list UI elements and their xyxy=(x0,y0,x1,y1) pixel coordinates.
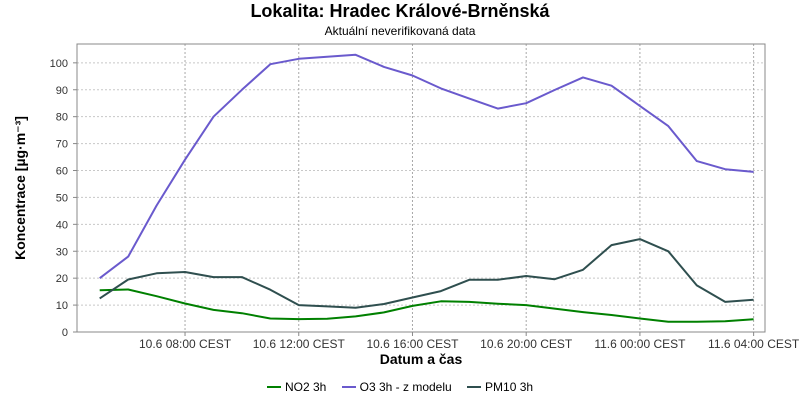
legend-item-no2: NO2 3h xyxy=(266,380,327,394)
y-tick-label: 90 xyxy=(56,85,68,97)
y-tick-label: 10 xyxy=(56,300,68,312)
legend-swatch-pm10 xyxy=(467,385,482,388)
x-axis-label: Datum a čas xyxy=(380,351,463,367)
legend-label-pm10: PM10 3h xyxy=(485,380,534,394)
y-tick-label: 20 xyxy=(56,273,68,285)
chart-title: Lokalita: Hradec Králové-Brněnská xyxy=(250,1,550,21)
series-lines xyxy=(99,53,754,323)
series-line-pm10 xyxy=(99,238,754,309)
y-axis-label: Koncentrace [µg·m⁻³] xyxy=(12,116,28,260)
y-tick-label: 70 xyxy=(56,139,68,151)
legend-swatch-no2 xyxy=(266,385,281,388)
x-tick-label: 10.6 12:00 CEST xyxy=(253,337,346,351)
chart-subtitle: Aktuální neverifikovaná data xyxy=(324,24,476,38)
x-tick-label: 10.6 20:00 CEST xyxy=(480,337,573,351)
y-tick-label: 30 xyxy=(56,246,68,258)
y-tick-label: 50 xyxy=(56,192,68,204)
legend: NO2 3h O3 3h - z modelu PM10 3h xyxy=(0,380,800,394)
series-line-o3 xyxy=(99,53,754,279)
x-tick-label: 11.6 00:00 CEST xyxy=(594,337,686,351)
legend-item-o3: O3 3h - z modelu xyxy=(341,380,452,394)
series-line-no2 xyxy=(99,288,754,323)
y-tick-label: 60 xyxy=(56,166,68,178)
x-tick-label: 11.6 04:00 CEST xyxy=(708,337,800,351)
x-tick-label: 10.6 08:00 CEST xyxy=(139,337,232,351)
legend-item-pm10: PM10 3h xyxy=(467,380,533,394)
y-tick-label: 100 xyxy=(50,58,68,70)
y-tick-label: 40 xyxy=(56,219,68,231)
x-tick-label: 10.6 16:00 CEST xyxy=(366,337,459,351)
x-axis-ticks: 10.6 08:00 CEST 10.6 12:00 CEST 10.6 16:00… xyxy=(139,332,800,351)
legend-swatch-o3 xyxy=(341,385,356,388)
legend-label-no2: NO2 3h xyxy=(284,380,327,394)
y-axis-ticks: 0 10 20 30 40 50 60 70 80 90 100 xyxy=(50,58,77,339)
legend-label-o3: O3 3h - z modelu xyxy=(359,380,452,394)
grid-lines xyxy=(77,44,765,332)
y-tick-label: 0 xyxy=(62,327,68,339)
plot-area-border xyxy=(76,43,766,333)
y-tick-label: 80 xyxy=(56,112,68,124)
